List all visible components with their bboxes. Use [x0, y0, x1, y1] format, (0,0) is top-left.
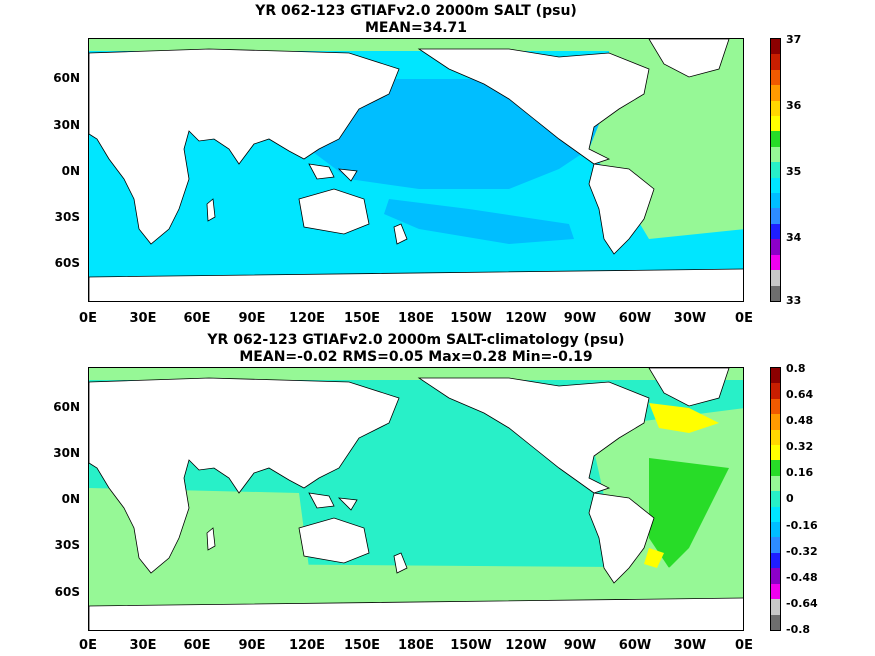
top-lat-0n: 0N	[61, 164, 80, 178]
bottom-colorbar-segment	[771, 583, 780, 600]
top-lon-120e: 120E	[288, 311, 326, 326]
top-colorbar-segment	[771, 116, 780, 132]
bottom-cb-label-0: 0.8	[786, 362, 806, 375]
top-cb-label-34: 34	[786, 231, 802, 244]
bottom-cb-label-9: -0.64	[786, 597, 818, 610]
top-colorbar	[770, 38, 781, 302]
bottom-colorbar-segment	[771, 568, 780, 584]
bottom-cb-label-5: 0	[786, 492, 794, 505]
top-colorbar-segment	[771, 131, 780, 147]
bottom-colorbar	[770, 367, 781, 631]
bottom-colorbar-segment	[771, 522, 780, 538]
bottom-cb-label-6: -0.16	[786, 519, 818, 532]
bottom-lon-150e: 150E	[343, 638, 381, 653]
top-title-line2: MEAN=34.71	[364, 20, 468, 36]
top-lat-30n: 30N	[53, 118, 80, 132]
bottom-cb-label-10: -0.8	[786, 623, 811, 636]
top-salinity-map	[88, 38, 744, 302]
bottom-colorbar-segment	[771, 368, 780, 384]
bottom-cb-label-7: -0.32	[786, 545, 818, 558]
bottom-lat-60n: 60N	[53, 400, 80, 414]
bottom-lon-180e: 180E	[397, 638, 435, 653]
bottom-cb-label-1: 0.64	[786, 388, 814, 401]
top-colorbar-segment	[771, 177, 780, 194]
top-colorbar-segment	[771, 193, 780, 209]
bottom-lon-150w: 150W	[450, 638, 492, 653]
bottom-colorbar-segment	[771, 398, 780, 415]
bottom-lon-90e: 90E	[238, 638, 266, 653]
bottom-colorbar-segment	[771, 460, 780, 476]
top-lon-60w: 60W	[618, 311, 652, 326]
bottom-colorbar-segment	[771, 429, 780, 446]
bottom-lon-90w: 90W	[563, 638, 597, 653]
top-title-line1: YR 062-123 GTIAFv2.0 2000m SALT (psu)	[255, 3, 577, 19]
top-colorbar-segment	[771, 285, 780, 301]
bottom-lon-30e: 30E	[129, 638, 157, 653]
bottom-colorbar-segment	[771, 599, 780, 615]
bottom-colorbar-segment	[771, 552, 780, 569]
top-cb-label-37: 37	[786, 33, 802, 46]
bottom-lon-120e: 120E	[288, 638, 326, 653]
top-colorbar-segment	[771, 85, 780, 101]
top-lon-0e-end: 0E	[735, 311, 753, 326]
top-lon-30w: 30W	[673, 311, 707, 326]
top-colorbar-segment	[771, 254, 780, 271]
top-lon-150e: 150E	[343, 311, 381, 326]
top-colorbar-segment	[771, 39, 780, 55]
bottom-lon-60e: 60E	[183, 638, 211, 653]
top-colorbar-segment	[771, 270, 780, 286]
bottom-cb-label-3: 0.32	[786, 440, 814, 453]
top-lon-30e: 30E	[129, 311, 157, 326]
top-colorbar-segment	[771, 162, 780, 178]
top-cb-label-33: 33	[786, 294, 802, 307]
bottom-lat-0n: 0N	[61, 492, 80, 506]
top-lat-60n: 60N	[53, 71, 80, 85]
top-lon-60e: 60E	[183, 311, 211, 326]
top-lon-120w: 120W	[505, 311, 547, 326]
top-cb-label-36: 36	[786, 99, 802, 112]
top-lon-180e: 180E	[397, 311, 435, 326]
top-colorbar-segment	[771, 54, 780, 70]
bottom-colorbar-segment	[771, 383, 780, 399]
bottom-colorbar-segment	[771, 614, 780, 630]
top-lon-90e: 90E	[238, 311, 266, 326]
bottom-lat-30s: 30S	[54, 538, 80, 552]
top-lon-90w: 90W	[563, 311, 597, 326]
bottom-colorbar-segment	[771, 414, 780, 430]
bottom-lon-60w: 60W	[618, 638, 652, 653]
top-lat-60s: 60S	[54, 256, 80, 270]
bottom-lon-0e: 0E	[79, 638, 97, 653]
top-cb-label-35: 35	[786, 165, 802, 178]
top-colorbar-segment	[771, 208, 780, 224]
top-colorbar-segment	[771, 223, 780, 240]
bottom-lon-30w: 30W	[673, 638, 707, 653]
bottom-title-line2: MEAN=-0.02 RMS=0.05 Max=0.28 Min=-0.19	[239, 349, 593, 365]
bottom-cb-label-4: 0.16	[786, 466, 814, 479]
bottom-title-line1: YR 062-123 GTIAFv2.0 2000m SALT-climatol…	[207, 332, 625, 348]
top-lat-30s: 30S	[54, 210, 80, 224]
bottom-colorbar-segment	[771, 445, 780, 461]
bottom-colorbar-segment	[771, 506, 780, 523]
bottom-colorbar-segment	[771, 491, 780, 507]
top-colorbar-segment	[771, 146, 780, 163]
bottom-lon-0e-end: 0E	[735, 638, 753, 653]
bottom-colorbar-segment	[771, 475, 780, 492]
top-lon-150w: 150W	[450, 311, 492, 326]
bottom-lon-120w: 120W	[505, 638, 547, 653]
bottom-lat-60s: 60S	[54, 585, 80, 599]
top-lon-0e: 0E	[79, 311, 97, 326]
top-colorbar-segment	[771, 69, 780, 86]
bottom-lat-30n: 30N	[53, 446, 80, 460]
bottom-colorbar-segment	[771, 537, 780, 553]
bottom-difference-map	[88, 367, 744, 631]
top-colorbar-segment	[771, 239, 780, 255]
bottom-cb-label-2: 0.48	[786, 414, 814, 427]
top-colorbar-segment	[771, 100, 780, 117]
bottom-cb-label-8: -0.48	[786, 571, 818, 584]
